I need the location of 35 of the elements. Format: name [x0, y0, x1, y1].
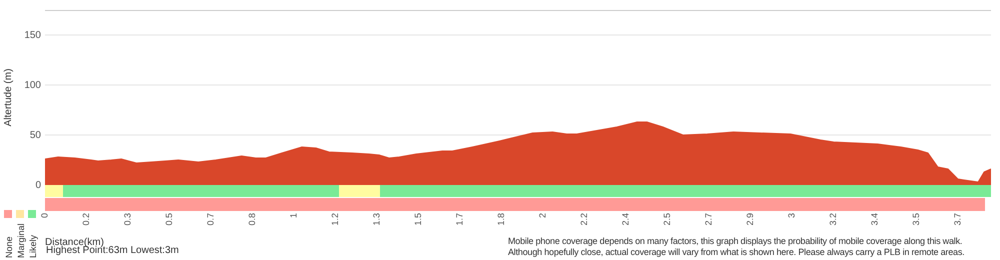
x-tick-label: 2	[537, 213, 548, 218]
x-tick-label: 2.7	[703, 213, 714, 226]
x-tick-label: 1.8	[496, 213, 506, 226]
text: Mobile phone coverage depends on many factors, this graph displays the probability of mobile coverage along this walk.	[508, 236, 962, 246]
text: Although hopefully close, actual coverage will vary from what is shown here. Please always carry a PLB in remote areas.	[508, 247, 964, 257]
x-tick-label: 3	[786, 213, 796, 218]
x-tick-label: 3.2	[828, 213, 838, 226]
x-tick-label: 2.9	[744, 213, 755, 226]
x-tick-label: 0.2	[80, 213, 91, 226]
x-tick-label: 1.3	[371, 213, 382, 226]
x-tick-label: 1.2	[330, 213, 340, 226]
text: None	[4, 236, 14, 258]
y-tick-label: 150	[24, 30, 42, 41]
x-tick-label: 3.5	[910, 213, 921, 226]
x-tick-label: 1	[288, 213, 298, 218]
y-tick-label: 0	[35, 180, 42, 191]
x-tick-label: 1.7	[454, 213, 464, 226]
y-tick-label: 50	[30, 130, 42, 141]
x-tick-label: 0.3	[122, 213, 132, 226]
x-tick-label: 2.5	[662, 213, 672, 226]
text: Highest Point:63m Lowest:3m	[46, 245, 179, 256]
y-axis-title: Altertude (m)	[2, 68, 14, 126]
text: Marginal	[16, 223, 26, 258]
text: Likely	[28, 234, 38, 258]
y-tick-label: 100	[24, 80, 42, 91]
x-tick-label: 3.4	[869, 213, 880, 226]
x-tick-label: 1.5	[412, 213, 423, 226]
x-tick-label: 3.7	[952, 213, 962, 226]
x-tick-label: 2.2	[578, 213, 589, 226]
x-tick-label: 2.4	[620, 213, 630, 226]
x-tick-label: 0.7	[205, 213, 216, 226]
x-axis-title: Distance(km)	[45, 236, 104, 248]
x-tick-label: 0.5	[164, 213, 174, 226]
x-tick-label: 0	[39, 213, 50, 218]
x-tick-label: 0.8	[246, 213, 257, 226]
